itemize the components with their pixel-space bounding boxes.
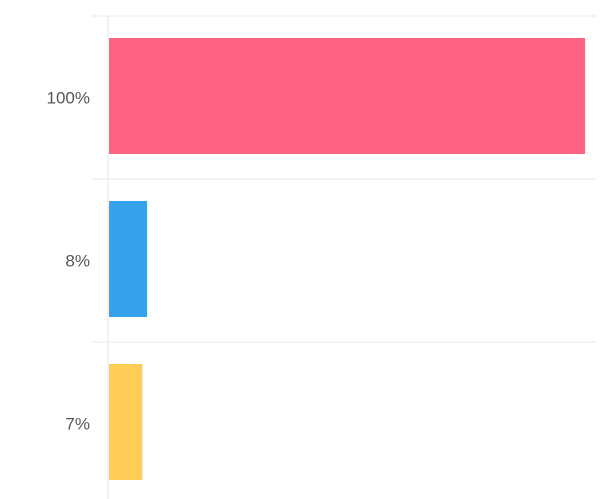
bar xyxy=(109,364,143,480)
y-tick-label: 7% xyxy=(65,415,90,434)
bar xyxy=(109,201,148,317)
chart-grid xyxy=(92,15,596,499)
bar xyxy=(109,38,585,154)
chart-bars xyxy=(109,38,585,480)
chart-tick-labels: 100% 8% 7% xyxy=(47,89,90,434)
y-tick-label: 8% xyxy=(65,252,90,271)
y-tick-label: 100% xyxy=(47,89,90,108)
